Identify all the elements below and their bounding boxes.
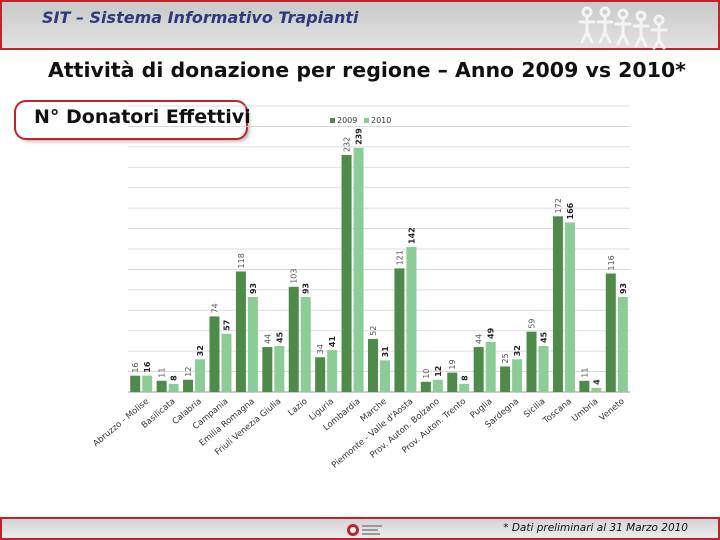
data-label-2009-0: 16 (131, 362, 140, 372)
bar-2010-18 (617, 297, 628, 392)
data-label-2010-6: 93 (302, 283, 311, 294)
data-label-2010-17: 4 (592, 379, 601, 385)
header-title: SIT – Sistema Informativo Trapianti (42, 8, 359, 27)
data-label-2009-10: 121 (395, 250, 404, 265)
data-label-2010-7: 41 (328, 336, 337, 348)
data-label-2009-12: 19 (448, 359, 457, 369)
bar-2009-12 (447, 372, 458, 392)
data-label-2009-4: 118 (237, 253, 246, 268)
subtitle-box: N° Donatori Effettivi (16, 102, 251, 138)
bar-2010-5 (274, 346, 285, 392)
legend-label-2010: 2010 (371, 116, 391, 125)
legend-label-2009: 2009 (337, 116, 357, 125)
data-label-2010-16: 166 (566, 202, 575, 219)
data-label-2010-5: 45 (275, 331, 284, 343)
bar-2010-9 (380, 360, 390, 392)
header-bar: SIT – Sistema Informativo Trapianti (0, 0, 720, 50)
data-label-2009-6: 103 (290, 269, 299, 284)
bar-2009-4 (235, 271, 246, 392)
data-label-2009-18: 116 (607, 255, 616, 270)
data-label-2009-11: 10 (422, 369, 431, 379)
data-label-2010-3: 57 (222, 320, 231, 331)
bar-2009-2 (183, 379, 194, 392)
bar-2009-8 (341, 155, 352, 392)
data-label-2010-14: 32 (513, 345, 522, 356)
bar-2010-11 (432, 379, 443, 392)
data-label-2010-15: 45 (540, 331, 549, 343)
legend-swatch-2009 (330, 118, 335, 123)
bar-2009-6 (288, 286, 299, 392)
data-label-2010-4: 93 (249, 283, 258, 294)
data-label-2010-2: 32 (196, 345, 205, 356)
bar-2010-2 (195, 359, 206, 392)
bar-2010-15 (538, 346, 549, 392)
data-label-2009-1: 11 (158, 368, 167, 378)
page-title: Attività di donazione per regione – Anno… (48, 58, 686, 82)
bar-2009-17 (579, 380, 590, 392)
data-label-2010-18: 93 (619, 283, 628, 294)
data-label-2010-9: 31 (381, 346, 390, 358)
bar-2009-13 (473, 347, 484, 392)
data-label-2009-2: 12 (184, 367, 193, 377)
bar-2009-9 (368, 338, 378, 392)
bar-2009-1 (156, 380, 167, 392)
bar-2009-3 (209, 316, 220, 392)
data-label-2009-8: 232 (343, 137, 352, 152)
bar-2009-15 (526, 331, 537, 392)
bar-2010-7 (327, 350, 338, 392)
data-label-2010-8: 239 (355, 128, 364, 145)
data-label-2009-9: 52 (369, 326, 378, 336)
bar-2009-10 (394, 268, 405, 392)
people-chain-icon (578, 6, 668, 50)
bar-2010-10 (406, 246, 417, 392)
bar-2010-0 (142, 375, 153, 392)
data-label-2009-16: 172 (554, 198, 563, 213)
data-label-2009-7: 34 (316, 344, 325, 354)
bar-2009-7 (315, 357, 326, 392)
bar-2010-16 (564, 222, 575, 392)
legend-swatch-2010 (364, 118, 369, 123)
bar-2010-3 (221, 333, 232, 392)
sit-logo-icon (347, 524, 382, 536)
data-label-2009-13: 44 (475, 334, 484, 344)
data-label-2010-10: 142 (407, 227, 416, 244)
bar-2009-14 (500, 366, 511, 392)
data-label-2009-14: 25 (501, 353, 510, 363)
bar-2010-6 (300, 297, 311, 392)
bar-2009-18 (605, 273, 616, 392)
bar-2010-17 (591, 387, 602, 392)
bar-2009-5 (262, 347, 273, 392)
data-label-2010-11: 12 (434, 366, 443, 377)
data-label-2010-13: 49 (487, 327, 496, 339)
data-label-2009-17: 11 (580, 368, 589, 378)
category-label-17: Umbria (570, 397, 600, 425)
bar-2010-14 (512, 359, 523, 392)
bar-2009-0 (130, 375, 141, 392)
data-label-2009-15: 59 (528, 319, 537, 329)
chart-subtitle: N° Donatori Effettivi (34, 106, 251, 128)
data-label-2009-3: 74 (210, 303, 219, 313)
category-label-18: Veneto (598, 397, 627, 424)
footer-note: * Dati preliminari al 31 Marzo 2010 (503, 522, 688, 534)
bar-2009-16 (552, 216, 563, 392)
bar-2010-13 (485, 341, 496, 392)
bar-2009-11 (420, 381, 431, 392)
data-label-2010-1: 8 (170, 375, 179, 381)
data-label-2010-12: 8 (460, 375, 469, 381)
data-label-2009-5: 44 (263, 334, 272, 344)
data-label-2010-0: 16 (143, 361, 152, 373)
bar-2010-4 (247, 297, 258, 392)
footer-bar: * Dati preliminari al 31 Marzo 2010 (0, 517, 720, 540)
bar-2010-8 (353, 147, 364, 392)
category-label-16: Toscana (541, 397, 574, 427)
bar-2010-12 (459, 383, 470, 392)
bar-2010-1 (168, 383, 179, 392)
